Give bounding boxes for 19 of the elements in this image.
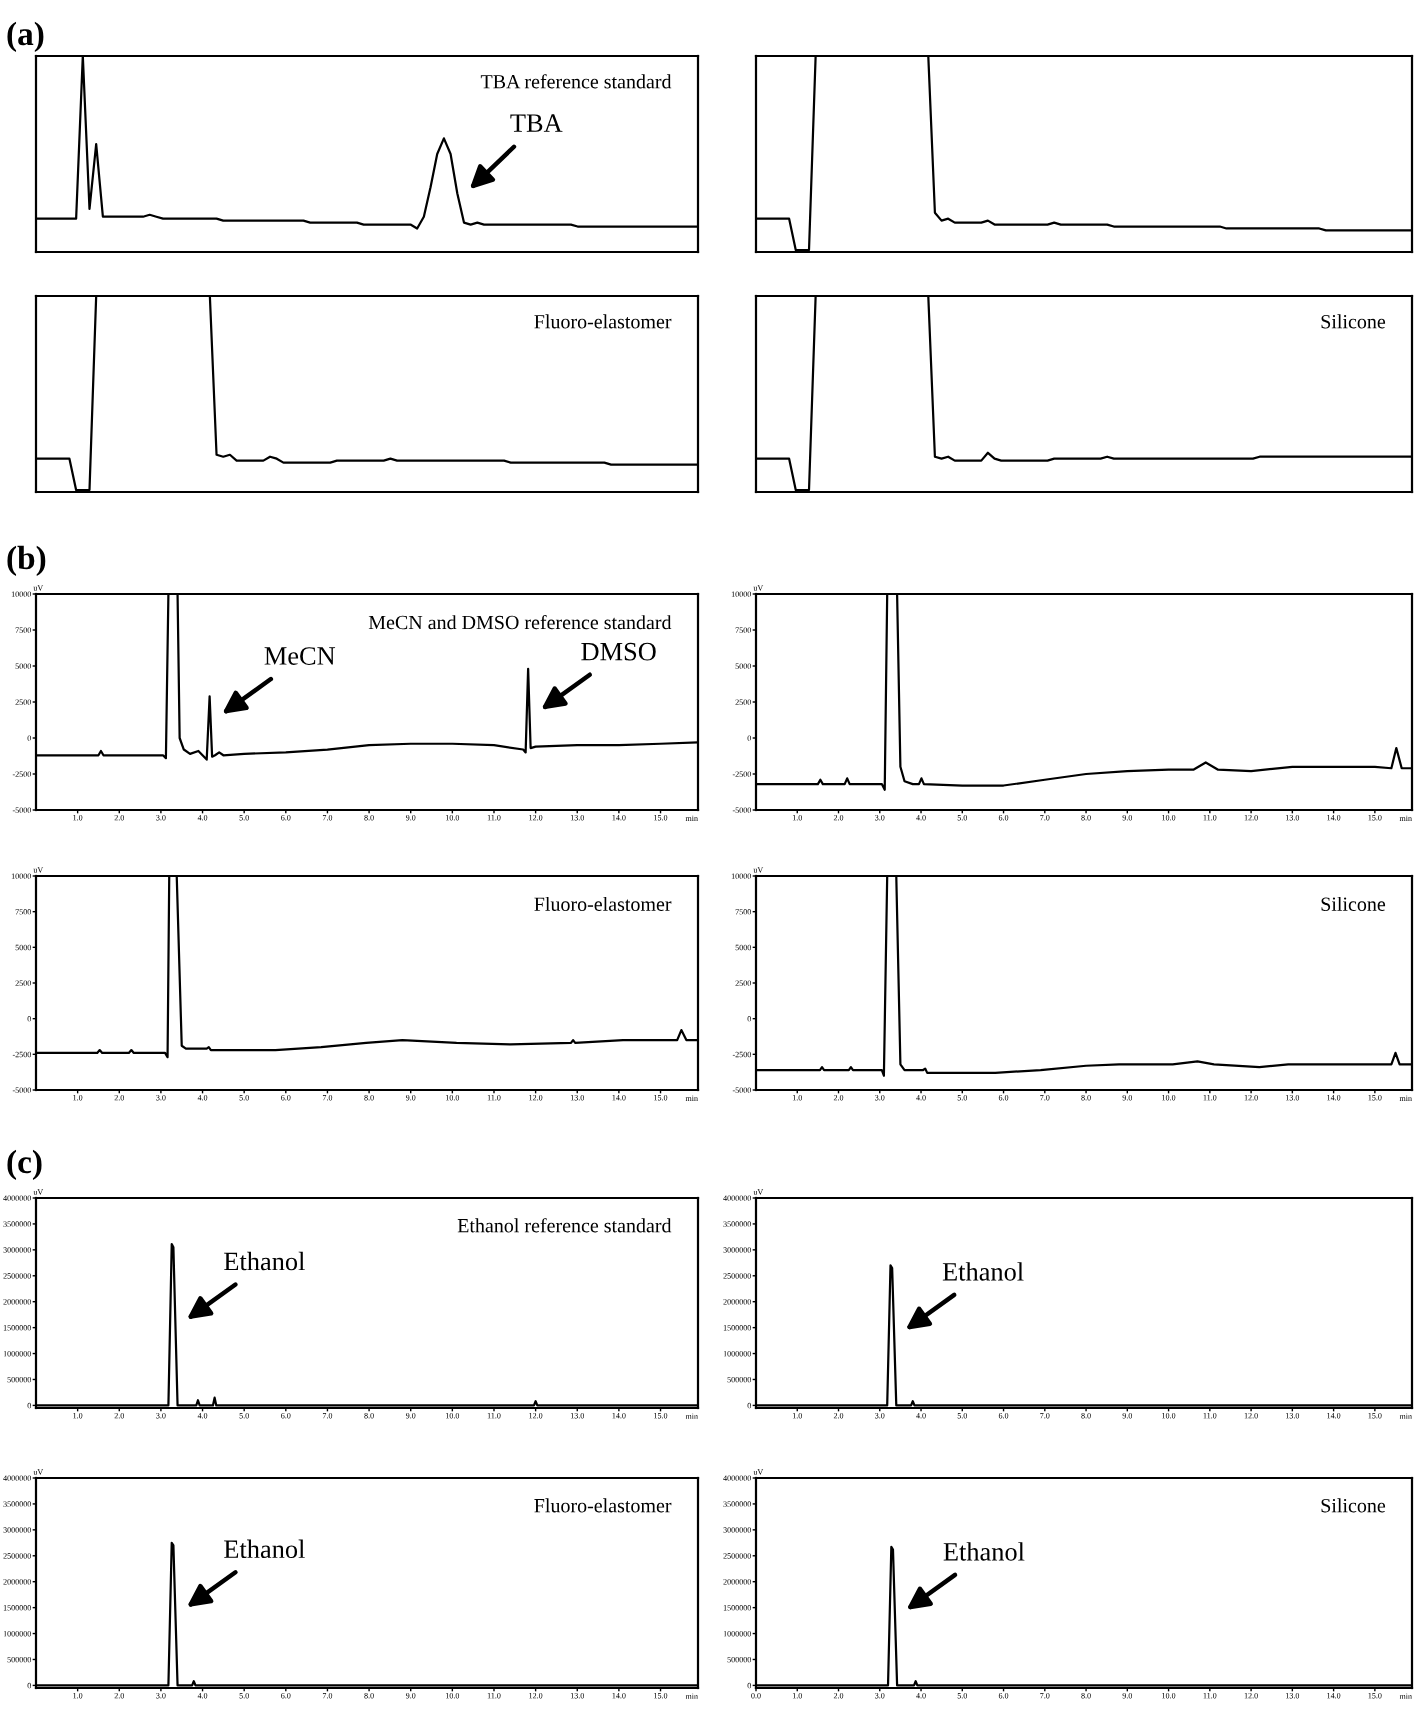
annotation: Ethanol xyxy=(942,1262,1024,1281)
annotation: Ethanol xyxy=(224,1251,305,1271)
annotation: Ethanol xyxy=(943,1542,1025,1561)
text: Ethanol reference standard xyxy=(457,1218,672,1233)
annotation: DMSO xyxy=(581,642,656,661)
text: MeCN and DMSO reference standard xyxy=(368,614,672,630)
text: Fluoro-elastomer xyxy=(534,314,672,329)
text: Silicone xyxy=(1321,314,1386,329)
chart-title: (b) xyxy=(7,545,46,577)
text: Silicone xyxy=(1321,1498,1386,1513)
annotation: TBA xyxy=(510,114,563,132)
text: Fluoro-elastomer xyxy=(534,1498,672,1513)
annotation: Ethanol xyxy=(224,1539,305,1559)
chart-title: (c) xyxy=(7,1149,42,1181)
chart-title: (a) xyxy=(7,21,44,52)
annotation: MeCN xyxy=(264,647,336,665)
text: TBA reference standard xyxy=(480,74,672,89)
text: Fluoro-elastomer xyxy=(534,896,672,911)
text: Silicone xyxy=(1321,896,1386,911)
